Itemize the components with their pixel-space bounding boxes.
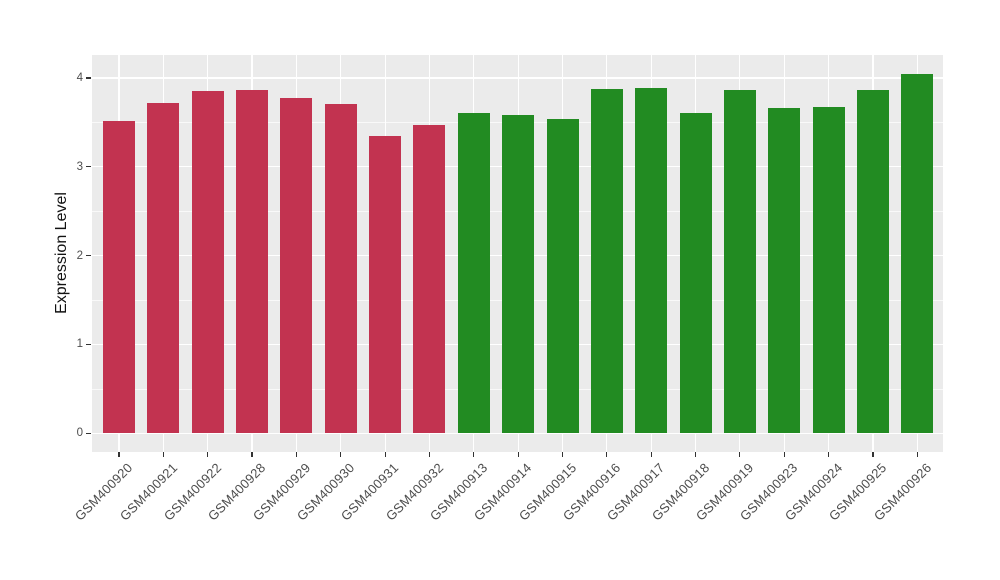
bar-GSM400923 <box>768 108 801 434</box>
bar-GSM400918 <box>679 112 712 434</box>
x-tick-mark <box>517 452 519 457</box>
x-tick-mark <box>739 452 741 457</box>
bar-GSM400917 <box>635 87 668 434</box>
x-tick-mark <box>295 452 297 457</box>
bar-GSM400932 <box>413 125 446 434</box>
bar-GSM400928 <box>236 90 269 434</box>
x-tick-mark <box>162 452 164 457</box>
y-tick-mark <box>86 77 91 79</box>
x-tick-mark <box>384 452 386 457</box>
bar-GSM400914 <box>502 115 535 434</box>
major-gridline <box>92 432 943 434</box>
x-tick-mark <box>473 452 475 457</box>
x-tick-mark <box>118 452 120 457</box>
y-tick-mark <box>86 255 91 257</box>
x-tick-mark <box>828 452 830 457</box>
y-tick-label: 2 <box>76 249 83 262</box>
bar-GSM400924 <box>812 107 845 434</box>
x-tick-mark <box>694 452 697 457</box>
major-gridline <box>92 77 943 79</box>
bar-GSM400919 <box>723 90 756 434</box>
y-tick-mark <box>86 432 91 434</box>
x-tick-mark <box>606 452 608 457</box>
bar-GSM400922 <box>191 91 224 434</box>
bar-GSM400925 <box>856 89 889 434</box>
bar-GSM400929 <box>280 97 313 434</box>
y-tick-mark <box>86 166 91 168</box>
y-tick-label: 1 <box>76 338 83 351</box>
x-tick-mark <box>650 452 652 457</box>
bar-GSM400926 <box>901 74 934 434</box>
y-tick-mark <box>86 343 91 345</box>
bar-GSM400920 <box>103 120 135 434</box>
x-tick-mark <box>783 452 785 457</box>
plot-panel <box>92 55 943 452</box>
bar-GSM400930 <box>324 103 357 434</box>
bar-GSM400913 <box>457 112 490 434</box>
y-tick-label: 0 <box>76 427 83 440</box>
bar-GSM400916 <box>590 88 623 434</box>
x-tick-mark <box>561 452 564 457</box>
x-tick-mark <box>251 452 253 457</box>
x-tick-mark <box>916 452 918 457</box>
bar-GSM400931 <box>369 135 402 434</box>
bar-GSM400915 <box>546 118 579 434</box>
x-tick-mark <box>340 452 342 457</box>
x-tick-mark <box>872 452 874 457</box>
x-tick-mark <box>428 452 431 457</box>
y-tick-label: 3 <box>76 160 83 173</box>
y-tick-label: 4 <box>76 72 83 84</box>
x-tick-mark <box>207 452 209 457</box>
bar-GSM400921 <box>147 102 180 434</box>
